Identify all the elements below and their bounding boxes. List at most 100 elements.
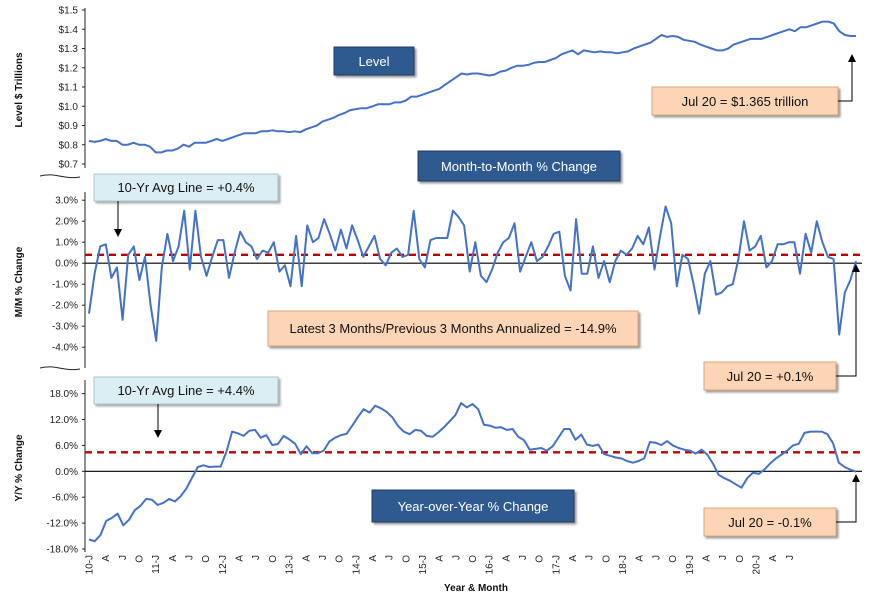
x-tick-label: 12-J	[218, 555, 229, 574]
x-tick-label: O	[535, 555, 546, 563]
y-tick-label: -6.0%	[52, 493, 78, 504]
yy-annotation-arrowhead	[852, 474, 860, 482]
axis-break-1	[39, 174, 81, 179]
x-tick-label: O	[201, 555, 212, 563]
x-tick-label: 17-J	[551, 555, 562, 574]
x-tick-label: A	[168, 555, 179, 562]
x-tick-label: O	[735, 555, 746, 563]
x-tick-label: O	[135, 555, 146, 563]
x-tick-label: J	[785, 555, 796, 560]
mm-annotation-box	[703, 361, 837, 391]
y-tick-label: 12.0%	[50, 415, 78, 426]
mm-y-axis-label: M/M % Change	[14, 246, 25, 317]
y-tick-label: $1.2	[59, 63, 79, 74]
level-title-box	[333, 46, 415, 76]
mm-avg-label: 10-Yr Avg Line = +0.4%	[117, 180, 255, 195]
x-tick-label: 20-J	[752, 555, 763, 574]
axis-break-2	[39, 366, 81, 371]
y-tick-label: -18.0%	[46, 545, 78, 556]
y-tick-label: 18.0%	[50, 389, 78, 400]
x-tick-label: A	[235, 555, 246, 562]
y-tick-label: $1.0	[59, 102, 79, 113]
x-tick-label: A	[501, 555, 512, 562]
x-tick-label: 10-J	[85, 555, 96, 574]
level-title: Level	[358, 54, 389, 69]
x-tick-label: 16-J	[485, 555, 496, 574]
x-tick-label: J	[318, 555, 329, 560]
mm-annualized-box	[267, 310, 639, 347]
mm-annotation-arrow	[836, 270, 857, 377]
yy-avg-box	[93, 376, 279, 405]
y-tick-label: -1.0%	[52, 280, 78, 291]
x-tick-label: 13-J	[285, 555, 296, 574]
yy-y-axis-label: Y/Y % Change	[14, 434, 25, 501]
level-annotation-arrow	[838, 60, 853, 102]
mm-series-line	[88, 205, 857, 342]
x-tick-label: O	[401, 555, 412, 563]
x-tick-label: A	[635, 555, 646, 562]
x-tick-label: A	[568, 555, 579, 562]
y-tick-label: $0.9	[59, 121, 79, 132]
yy-series-line	[88, 402, 857, 543]
y-tick-label: 1.0%	[55, 238, 78, 249]
mm-annualized-label: Latest 3 Months/Previous 3 Months Annual…	[290, 321, 617, 336]
x-axis-label: Year & Month	[444, 583, 508, 594]
x-tick-label: A	[701, 555, 712, 562]
x-tick-label: J	[451, 555, 462, 560]
x-tick-label: O	[668, 555, 679, 563]
x-tick-label: J	[118, 555, 129, 560]
level-annotation: Jul 20 = $1.365 trillion	[682, 94, 809, 109]
yy-title: Year-over-Year % Change	[398, 499, 549, 514]
yy-title-box	[371, 489, 575, 523]
x-tick-label: 14-J	[351, 555, 362, 574]
x-tick-label: O	[468, 555, 479, 563]
x-tick-label: A	[435, 555, 446, 562]
yy-annotation-arrow	[836, 480, 857, 523]
mm-title-box	[417, 150, 621, 182]
y-tick-label: $1.5	[59, 6, 79, 17]
yy-avg-label: 10-Yr Avg Line = +4.4%	[117, 383, 255, 398]
x-tick-label: O	[268, 555, 279, 563]
x-tick-label: J	[385, 555, 396, 560]
x-tick-label: J	[585, 555, 596, 560]
mm-annotation-arrowhead	[852, 264, 860, 272]
y-tick-label: 3.0%	[55, 196, 78, 207]
x-tick-label: A	[101, 555, 112, 562]
mm-avg-arrowhead	[114, 229, 122, 237]
y-tick-label: -2.0%	[52, 301, 78, 312]
y-tick-label: 6.0%	[55, 441, 78, 452]
y-tick-label: $0.7	[59, 160, 79, 171]
x-tick-label: O	[601, 555, 612, 563]
level-series-line	[88, 20, 856, 154]
x-tick-label: J	[185, 555, 196, 560]
y-tick-label: -4.0%	[52, 343, 78, 354]
y-tick-label: $1.3	[59, 44, 79, 55]
y-tick-label: -12.0%	[46, 519, 78, 530]
mm-avg-box	[93, 173, 279, 202]
x-tick-label: J	[718, 555, 729, 560]
y-tick-label: 0.0%	[55, 467, 78, 478]
x-tick-label: A	[768, 555, 779, 562]
level-annotation-box	[651, 86, 839, 116]
x-tick-label: A	[301, 555, 312, 562]
y-tick-label: -3.0%	[52, 322, 78, 333]
level-arrowhead	[848, 54, 856, 62]
x-tick-label: 15-J	[418, 555, 429, 574]
x-tick-label: O	[335, 555, 346, 563]
yy-avg-arrowhead	[154, 430, 162, 438]
y-tick-label: $0.8	[59, 140, 79, 151]
x-tick-label: 11-J	[151, 555, 162, 574]
y-tick-label: $1.1	[59, 83, 79, 94]
level-y-axis-label: Level $ Trillions	[14, 52, 25, 127]
x-tick-label: 19-J	[685, 555, 696, 574]
yy-annotation-box	[703, 507, 837, 537]
mm-title: Month-to-Month % Change	[441, 159, 597, 174]
y-tick-label: $1.4	[59, 25, 79, 36]
x-tick-label: 18-J	[618, 555, 629, 574]
x-tick-label: J	[518, 555, 529, 560]
x-tick-label: J	[651, 555, 662, 560]
x-tick-label: J	[251, 555, 262, 560]
yy-annotation: Jul 20 = -0.1%	[728, 515, 812, 530]
x-tick-label: A	[368, 555, 379, 562]
